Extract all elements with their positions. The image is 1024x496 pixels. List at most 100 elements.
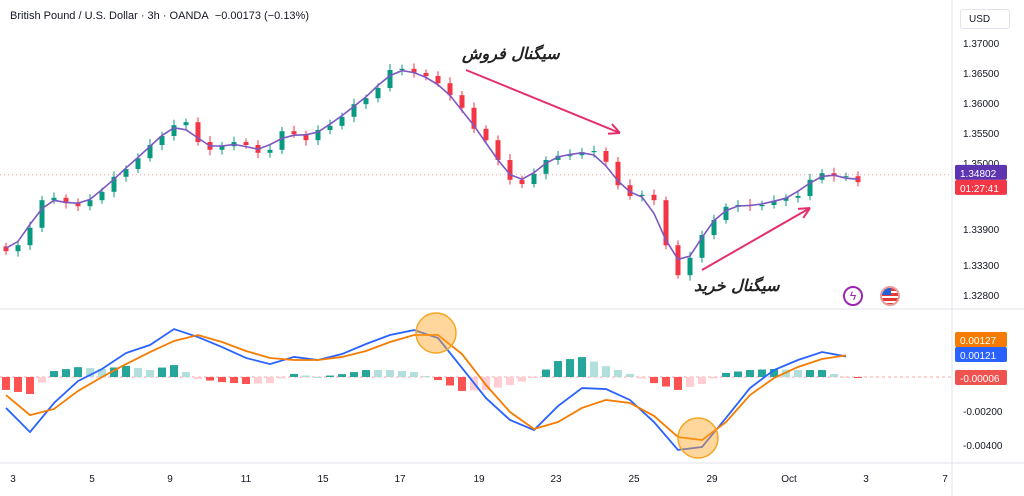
candle (567, 155, 573, 157)
histogram-bar (314, 377, 322, 378)
histogram-bar (650, 377, 658, 384)
candle (267, 149, 273, 153)
time-tick-label: 23 (550, 474, 562, 485)
macd-pane[interactable] (0, 328, 952, 451)
candle (411, 68, 417, 73)
histogram-bar (422, 376, 430, 378)
candle (699, 235, 705, 258)
histogram-bar (746, 370, 754, 377)
candle (531, 173, 537, 184)
histogram-bar (302, 375, 310, 377)
candle (327, 125, 333, 130)
buy-arrow-head (797, 207, 811, 210)
histogram-bar (554, 361, 562, 377)
candle (291, 131, 297, 135)
histogram-bar (158, 367, 166, 377)
histogram-bar (830, 374, 838, 377)
candle (111, 176, 117, 192)
candle (711, 220, 717, 235)
candle (507, 160, 513, 180)
candle (339, 116, 345, 126)
price-tick-label: 1.32800 (963, 291, 1000, 302)
candle (591, 151, 597, 153)
histogram-bar (542, 369, 550, 377)
time-tick-label: 5 (89, 474, 95, 485)
us-flag-icon[interactable] (880, 286, 900, 306)
histogram-bar (230, 377, 238, 384)
symbol-header[interactable]: British Pound / U.S. Dollar · 3h · OANDA… (8, 9, 311, 23)
candle (423, 73, 429, 76)
histogram-bar (566, 359, 574, 377)
histogram-bar (350, 372, 358, 377)
histogram-bar (266, 377, 274, 384)
sell-arrow[interactable] (465, 69, 621, 134)
histogram-bar (122, 365, 130, 377)
candle (447, 83, 453, 96)
histogram-bar (806, 370, 814, 377)
histogram-bar (530, 377, 538, 379)
candle (3, 246, 9, 252)
histogram-bar (74, 367, 82, 377)
histogram-bar (674, 377, 682, 390)
histogram-bar (134, 367, 142, 377)
candle (219, 146, 225, 150)
symbol-title: British Pound / U.S. Dollar · 3h · OANDA (10, 10, 209, 22)
bar-countdown-label: 01:27:41 (960, 184, 999, 195)
time-tick-label: 29 (706, 474, 718, 485)
candle (387, 70, 393, 88)
candle (27, 227, 33, 246)
lightning-icon[interactable]: ϟ (843, 286, 863, 306)
candle (399, 68, 405, 70)
currency-button[interactable]: USD (960, 9, 1010, 29)
histogram-bar (602, 366, 610, 377)
macd-value-label-bg (955, 347, 1007, 362)
time-tick-label: 7 (942, 474, 948, 485)
crossover-highlight-circle[interactable] (415, 312, 457, 354)
crossover-highlight-circle[interactable] (677, 417, 719, 459)
buy-arrow[interactable] (701, 207, 811, 271)
histogram-bar (494, 377, 502, 388)
histogram-bar (194, 377, 202, 380)
signal-value-label-bg (955, 332, 1007, 347)
candle (843, 176, 849, 178)
histogram-bar (458, 377, 466, 391)
last-price-label: 1.34802 (960, 169, 997, 180)
price-tick-label: 1.36000 (963, 99, 1000, 110)
sell-signal-label[interactable]: سیگنال فروش (462, 44, 560, 63)
histogram-bar (50, 371, 58, 377)
histogram-bar (146, 370, 154, 377)
histogram-bar (734, 371, 742, 377)
candle (135, 158, 141, 169)
histogram-bar (86, 368, 94, 377)
price-pane[interactable] (0, 63, 952, 281)
candle (771, 200, 777, 205)
histogram-bar (206, 377, 214, 381)
histogram-bar (638, 377, 646, 379)
candle (651, 194, 657, 201)
histogram-bar (578, 357, 586, 377)
candle (15, 245, 21, 252)
drawings[interactable] (415, 69, 811, 459)
candle (759, 205, 765, 207)
candle (459, 95, 465, 108)
candle (171, 125, 177, 136)
candle (795, 196, 801, 198)
histogram-value-label-bg (955, 370, 1007, 385)
histogram-bar (98, 369, 106, 377)
time-tick-label: 3 (863, 474, 869, 485)
time-tick-label: 3 (10, 474, 16, 485)
histogram-bar (110, 367, 118, 377)
axes[interactable]: 1.37000 1.36500 1.36000 1.35500 1.35000 1.339… (10, 39, 1007, 485)
candle (183, 122, 189, 126)
sell-arrow-head (611, 123, 621, 134)
price-change: −0.00173 (−0.13%) (214, 10, 309, 22)
last-price-label-bg (955, 164, 1007, 180)
buy-signal-label[interactable]: سیگنال خرید (694, 276, 780, 295)
candle (483, 128, 489, 141)
histogram-bar (446, 377, 454, 386)
candle (123, 169, 129, 177)
candle (315, 130, 321, 141)
histogram-bar (326, 375, 334, 377)
histogram-bar (38, 377, 46, 383)
